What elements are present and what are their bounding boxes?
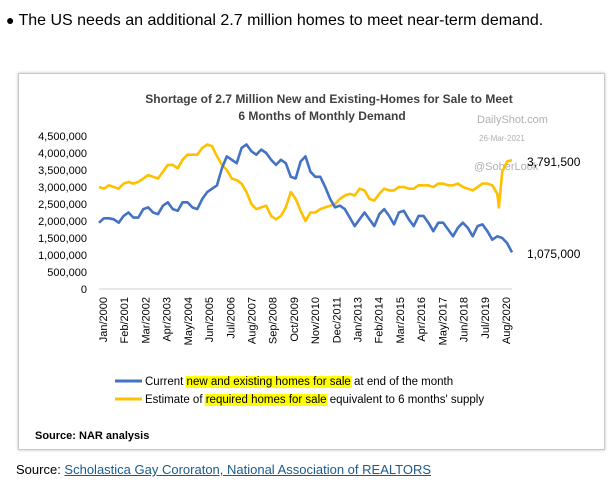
y-axis: 4,500,000 4,000,000 3,500,000 3,000,000 2,50… bbox=[38, 131, 87, 296]
x-tick-label: May/2004 bbox=[183, 297, 195, 345]
x-tick-label: Aug/2007 bbox=[246, 297, 258, 344]
watermark: DailyShot.com 26-Mar-2021 @SoberLook bbox=[474, 114, 548, 173]
headline-text: The US needs an additional 2.7 million h… bbox=[18, 12, 544, 29]
x-tick-label: Apr/2016 bbox=[416, 297, 428, 342]
watermark-text: DailyShot.com bbox=[477, 114, 548, 126]
source-line: Source: Scholastica Gay Cororaton, Natio… bbox=[16, 462, 431, 477]
y-tick-label: 2,500,000 bbox=[38, 199, 87, 211]
bullet-dot: ● bbox=[6, 12, 15, 28]
legend: Current new and existing homes for sale … bbox=[115, 376, 484, 406]
x-tick-label: Feb/2001 bbox=[119, 297, 131, 343]
x-tick-label: Jul/2006 bbox=[225, 297, 237, 339]
source-prefix: Source: bbox=[16, 462, 65, 477]
x-tick-label: Feb/2014 bbox=[374, 297, 386, 343]
end-label-required: 3,791,500 bbox=[527, 155, 581, 169]
x-tick-label: Sep/2008 bbox=[268, 297, 280, 344]
chart-title-line2: 6 Months of Monthly Demand bbox=[238, 109, 405, 123]
chart-title-line1: Shortage of 2.7 Million New and Existing… bbox=[145, 92, 512, 106]
x-tick-label: Dec/2011 bbox=[331, 297, 343, 343]
legend-highlight-text: required homes for sale bbox=[206, 394, 327, 406]
x-tick-label: Jun/2005 bbox=[204, 297, 216, 342]
end-label-current: 1,075,000 bbox=[527, 247, 581, 261]
legend-label: Estimate of required homes for sale equi… bbox=[145, 394, 484, 406]
chart-figure: Shortage of 2.7 Million New and Existing… bbox=[18, 73, 605, 450]
x-tick-label: May/2017 bbox=[437, 297, 449, 345]
headline-bullet: ● The US needs an additional 2.7 million … bbox=[6, 10, 543, 31]
chart-source-note: Source: NAR analysis bbox=[35, 430, 149, 442]
x-tick-label: Oct/2009 bbox=[289, 297, 301, 342]
x-tick-label: Jan/2013 bbox=[353, 297, 365, 342]
x-tick-label: Jul/2019 bbox=[480, 297, 492, 339]
y-tick-label: 3,000,000 bbox=[38, 182, 87, 194]
x-tick-label: Nov/2010 bbox=[310, 297, 322, 344]
series-line-current bbox=[98, 143, 514, 254]
legend-highlight bbox=[204, 394, 328, 406]
y-tick-label: 0 bbox=[81, 284, 87, 296]
y-tick-label: 4,500,000 bbox=[38, 131, 87, 143]
watermark-text: @SoberLook bbox=[474, 161, 539, 173]
series-line-required bbox=[98, 143, 513, 223]
x-tick-label: Apr/2003 bbox=[162, 297, 174, 342]
y-tick-label: 2,000,000 bbox=[38, 216, 87, 228]
x-tick-label: Mar/2015 bbox=[395, 297, 407, 343]
series-lines bbox=[98, 143, 514, 254]
y-tick-label: 1,500,000 bbox=[38, 233, 87, 245]
y-tick-label: 500,000 bbox=[47, 267, 87, 279]
y-tick-label: 4,000,000 bbox=[38, 148, 87, 160]
x-axis: Jan/2000 Feb/2001 Mar/2002 Apr/2003 May/2004… bbox=[98, 288, 513, 345]
legend-highlight bbox=[185, 376, 352, 388]
y-tick-label: 3,500,000 bbox=[38, 165, 87, 177]
legend-label: Current new and existing homes for sale … bbox=[145, 376, 453, 388]
x-tick-label: Jun/2018 bbox=[459, 297, 471, 342]
chart-svg: Shortage of 2.7 Million New and Existing… bbox=[35, 92, 581, 442]
x-tick-label: Aug/2020 bbox=[501, 297, 513, 344]
legend-highlight-text: new and existing homes for sale bbox=[187, 376, 351, 388]
x-tick-label: Mar/2002 bbox=[140, 297, 152, 343]
source-link[interactable]: Scholastica Gay Cororaton, National Asso… bbox=[64, 462, 432, 477]
watermark-text: 26-Mar-2021 bbox=[479, 134, 525, 143]
y-tick-label: 1,000,000 bbox=[38, 250, 87, 262]
x-tick-label: Jan/2000 bbox=[98, 297, 110, 342]
